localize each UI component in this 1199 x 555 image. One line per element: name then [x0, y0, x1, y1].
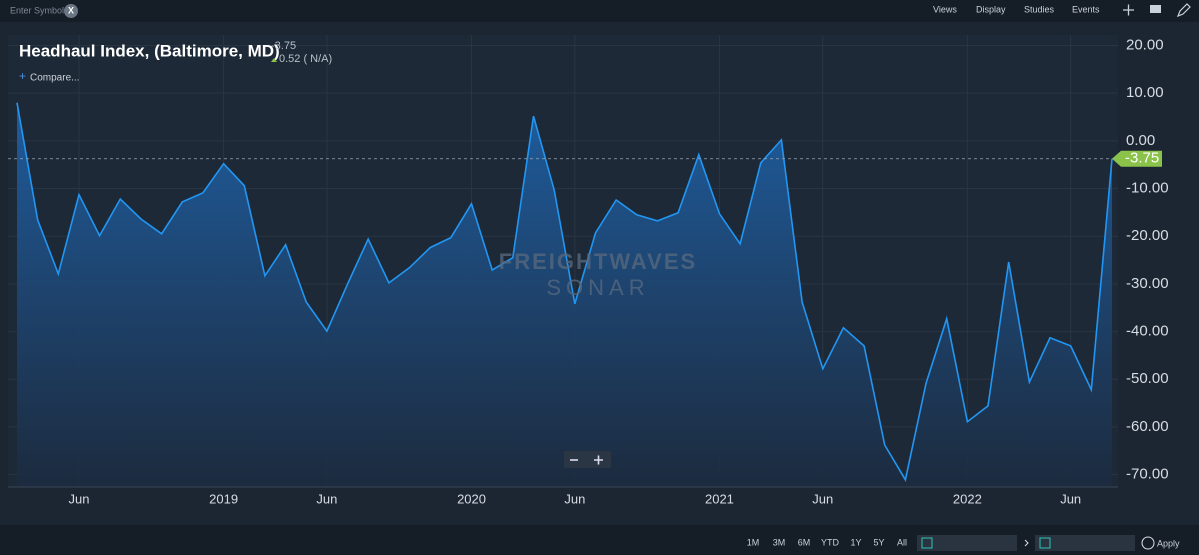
menu-studies[interactable]: Studies: [1024, 4, 1055, 14]
range-button[interactable]: All: [897, 537, 907, 547]
y-tick-label: -30.00: [1126, 275, 1169, 292]
x-tick-label: Jun: [812, 491, 833, 506]
line: [16, 102, 1113, 482]
x-tick-label: Jun: [564, 491, 585, 506]
y-tick-label: -70.00: [1126, 466, 1169, 483]
zoom-in[interactable]: [594, 455, 603, 465]
apply-icon: [1141, 536, 1155, 550]
x-tick-label: 2022: [953, 491, 982, 506]
y-tick-label: 10.00: [1126, 84, 1164, 101]
compare[interactable]: Compare...: [30, 73, 79, 84]
y-tick-label: -20.00: [1126, 227, 1169, 244]
x-tick-label: 2019: [209, 491, 238, 506]
compare-plus[interactable]: +: [19, 69, 26, 83]
apply-button[interactable]: Apply: [1157, 538, 1180, 548]
last-value-label: -3.75: [1125, 150, 1159, 167]
up-arrow: [271, 58, 277, 62]
last-value: -3.75: [271, 40, 296, 52]
y-tick-label: -40.00: [1126, 323, 1169, 340]
range-button[interactable]: YTD: [821, 537, 840, 547]
y-tick-label: -50.00: [1126, 370, 1169, 387]
clear-label: X: [68, 5, 74, 15]
comment-icon[interactable]: [1150, 5, 1161, 13]
clear-button[interactable]: [64, 4, 78, 18]
toolbar: [0, 0, 1199, 22]
watermark-product: SONAR: [546, 275, 649, 300]
watermark-brand: FREIGHTWAVES: [499, 249, 697, 274]
range-button[interactable]: 5Y: [873, 537, 884, 547]
y-tick-label: -10.00: [1126, 179, 1169, 196]
change: 0.52 ( N/A): [279, 53, 332, 65]
y-tick-label: 20.00: [1126, 36, 1164, 53]
x-tick-label: Jun: [68, 491, 89, 506]
menu-display[interactable]: Display: [976, 4, 1006, 14]
footer-bar: [0, 525, 1199, 555]
date-end[interactable]: [1035, 535, 1135, 551]
menu-views[interactable]: Views: [933, 4, 957, 14]
calendar-icon: [921, 537, 933, 549]
symbol-input[interactable]: Enter Symbol: [10, 5, 64, 15]
calendar-icon: [1039, 537, 1051, 549]
x-tick-label: Jun: [316, 491, 337, 506]
range-button[interactable]: 1M: [747, 537, 760, 547]
range-button[interactable]: 3M: [773, 537, 786, 547]
arrow-icon: [1024, 539, 1029, 547]
y-tick-label: -60.00: [1126, 418, 1169, 435]
range-button[interactable]: 1Y: [850, 537, 861, 547]
chart-title: Headhaul Index, (Baltimore, MD): [19, 41, 280, 60]
add-icon[interactable]: [1123, 4, 1134, 16]
date-start[interactable]: [917, 535, 1017, 551]
x-tick-label: 2020: [457, 491, 486, 506]
menu-events[interactable]: Events: [1072, 4, 1100, 14]
area: [17, 102, 1112, 487]
x-tick-label: Jun: [1060, 491, 1081, 506]
range-button[interactable]: 6M: [798, 537, 811, 547]
draw-icon[interactable]: [1176, 3, 1191, 18]
last-value-tag: [1112, 150, 1162, 167]
y-tick-label: 0.00: [1126, 132, 1155, 149]
x-tick-label: 2021: [705, 491, 734, 506]
